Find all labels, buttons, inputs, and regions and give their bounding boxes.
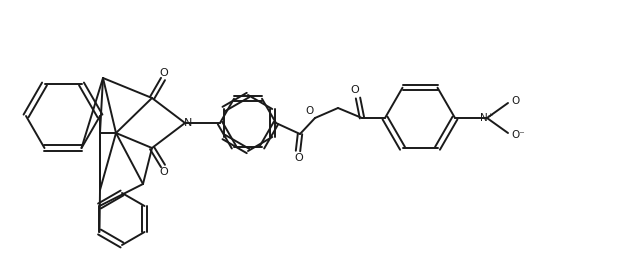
Text: N: N <box>184 118 192 128</box>
Text: O: O <box>160 68 169 78</box>
Text: O: O <box>160 167 169 177</box>
Text: O: O <box>512 96 520 106</box>
Text: O: O <box>350 85 359 95</box>
Text: N⁺: N⁺ <box>480 113 494 123</box>
Text: O: O <box>294 153 303 163</box>
Text: O: O <box>306 106 314 116</box>
Text: O⁻: O⁻ <box>511 130 525 140</box>
